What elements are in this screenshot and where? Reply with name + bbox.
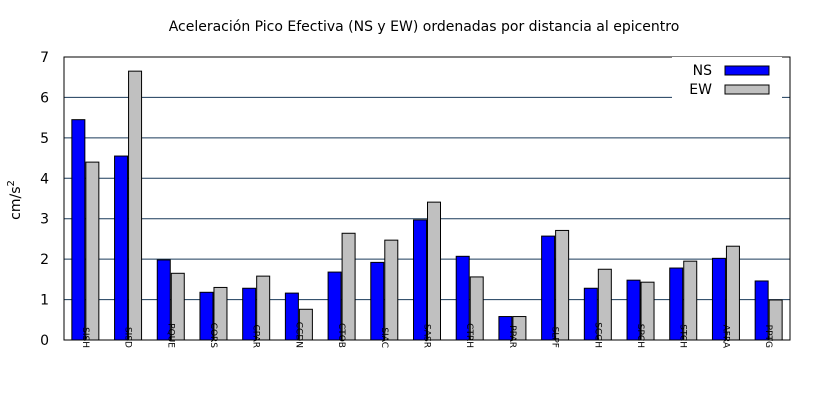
bar-ns-slpf: [541, 235, 556, 341]
y-axis: 0 1 2 3 4 5 6 7: [40, 50, 49, 349]
legend-label-ew: EW: [689, 82, 712, 98]
x-tick-label: CPAR: [251, 324, 261, 348]
y-tick-label: 6: [40, 90, 49, 106]
y-tick-label: 0: [40, 333, 49, 349]
x-tick-label: CTRH: [464, 323, 474, 348]
y-axis-label-superscript: 2: [6, 180, 17, 186]
bar-ew-sisd: [128, 70, 143, 341]
legend-swatch-ns: [724, 65, 770, 76]
x-tick-label: SASR: [422, 324, 432, 348]
bars: [71, 70, 783, 341]
x-tick-label: PQUE: [165, 323, 175, 348]
chart-title: Aceleración Pico Efectiva (NS y EW) orde…: [169, 19, 680, 35]
y-tick-label: 2: [40, 252, 49, 268]
x-tick-label: CCDN: [293, 322, 303, 348]
y-tick-label: 4: [40, 171, 49, 187]
x-tick-label: SISD: [123, 327, 133, 348]
bar-ew-sish: [85, 161, 100, 341]
x-axis: SISH SISD PQUE CORS CPAR CCDN CTOB SIAC SASR CTRH…: [80, 322, 773, 349]
x-tick-label: SPCH: [635, 324, 645, 348]
bar-ew-sasr: [427, 201, 441, 341]
y-tick-label: 5: [40, 131, 49, 147]
x-tick-label: STCH: [678, 324, 688, 348]
x-tick-label: AFRA: [720, 325, 730, 349]
bar-ns-sasr: [413, 219, 427, 341]
x-tick-label: SIAC: [379, 327, 389, 348]
x-tick-label: SLPF: [550, 327, 560, 348]
y-tick-label: 7: [40, 50, 49, 66]
x-tick-label: PPAR: [507, 325, 517, 348]
legend-label-ns: NS: [693, 63, 712, 79]
x-tick-label: CTOB: [336, 323, 346, 348]
x-tick-label: PPTG: [763, 325, 773, 348]
bar-ew-slpf: [555, 229, 570, 341]
bar-ns-sish: [71, 119, 86, 341]
y-tick-label: 3: [40, 212, 49, 228]
y-axis-label-text: cm/s: [8, 187, 24, 220]
y-tick-label: 1: [40, 293, 49, 309]
y-axis-label: cm/s2: [6, 180, 24, 220]
x-tick-label: SISH: [80, 327, 90, 348]
legend: NS EW: [672, 57, 782, 98]
x-tick-label: CORS: [208, 323, 218, 349]
legend-swatch-ew: [724, 84, 770, 95]
bar-ew-siac: [384, 239, 399, 341]
x-tick-label: SCGH: [592, 322, 602, 348]
bar-ns-sisd: [114, 155, 129, 341]
